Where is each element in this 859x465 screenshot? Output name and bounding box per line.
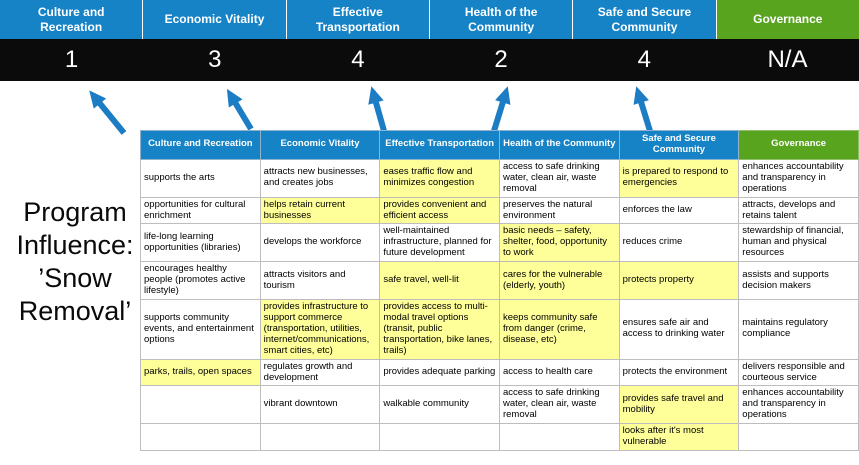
category-header: Economic Vitality xyxy=(143,0,287,39)
matrix-cell: parks, trails, open spaces xyxy=(140,358,261,387)
matrix-cell: enhances accountability and transparency… xyxy=(738,158,859,198)
matrix-cell: assists and supports decision makers xyxy=(738,261,859,300)
category-header: Culture and Recreation xyxy=(0,0,144,39)
slide-title-line: Program xyxy=(23,197,127,227)
matrix-cell: encourages healthy people (promotes acti… xyxy=(140,261,261,300)
slide-title-line: Removal’ xyxy=(18,296,132,326)
matrix-row: vibrant downtown walkable community access… xyxy=(140,385,859,425)
matrix-cell: develops the workforce xyxy=(259,223,381,263)
matrix-row: encourages healthy people (promotes acti… xyxy=(140,261,859,300)
matrix-cell: provides convenient and efficient access xyxy=(379,196,500,225)
slide-title-line: ’Snow xyxy=(38,263,112,293)
matrix-row: looks after it's most vulnerable xyxy=(140,423,859,452)
matrix-cell: supports community events, and entertain… xyxy=(140,298,261,360)
matrix-cell: regulates growth and development xyxy=(259,358,381,387)
score-row: 1 3 4 2 4 N/A xyxy=(0,39,859,81)
category-header: Governance xyxy=(716,0,859,39)
matrix-cell: well-maintained infrastructure, planned … xyxy=(379,223,500,263)
category-score: 3 xyxy=(208,46,222,73)
matrix-cell: keeps community safe from danger (crime,… xyxy=(498,298,620,360)
matrix-cell: ensures safe air and access to drinking … xyxy=(618,298,740,360)
matrix-row: opportunities for cultural enrichment hel… xyxy=(140,196,859,225)
category-header: Effective Transportation xyxy=(286,0,430,39)
influence-matrix: Culture and Recreation Economic Vitality E… xyxy=(140,130,859,452)
matrix-cell-empty xyxy=(379,423,500,452)
matrix-cell: delivers responsible and courteous servi… xyxy=(738,358,859,387)
category-header-row: Culture and Recreation Economic Vitality E… xyxy=(0,0,859,39)
matrix-cell: supports the arts xyxy=(140,158,261,198)
matrix-row: supports community events, and entertain… xyxy=(140,298,859,360)
matrix-cell: life-long learning opportunities (librar… xyxy=(140,223,261,263)
matrix-cell: basic needs – safety, shelter, food, opp… xyxy=(498,223,620,263)
matrix-cell: preserves the natural environment xyxy=(498,196,620,225)
matrix-cell: access to safe drinking water, clean air… xyxy=(498,385,620,425)
matrix-column-header: Economic Vitality xyxy=(259,130,381,160)
matrix-cell: provides adequate parking xyxy=(379,358,500,387)
matrix-row: parks, trails, open spaces regulates grow… xyxy=(140,358,859,387)
matrix-cell: opportunities for cultural enrichment xyxy=(140,196,261,225)
matrix-cell: access to safe drinking water, clean air… xyxy=(498,158,620,198)
matrix-column-header: Safe and Secure Community xyxy=(618,130,740,160)
category-score: 1 xyxy=(64,46,79,73)
matrix-cell: provides safe travel and mobility xyxy=(618,385,740,425)
matrix-cell-empty xyxy=(140,385,261,425)
matrix-cell: eases traffic flow and minimizes congest… xyxy=(379,158,500,198)
influence-arrow-4 xyxy=(491,86,511,132)
influence-arrow-1 xyxy=(89,90,127,135)
matrix-cell: walkable community xyxy=(379,385,500,425)
matrix-cell: enhances accountability and transparency… xyxy=(738,385,859,425)
influence-arrows xyxy=(89,86,653,135)
matrix-row: supports the arts attracts new businesses… xyxy=(140,158,859,198)
category-score: N/A xyxy=(767,46,808,73)
category-score: 4 xyxy=(637,46,651,73)
matrix-cell-empty xyxy=(498,423,620,452)
matrix-cell: stewardship of financial, human and phys… xyxy=(738,223,859,263)
slide-title: Program Influence: ’Snow Removal’ xyxy=(0,196,150,328)
matrix-cell: attracts, develops and retains talent xyxy=(738,196,859,225)
matrix-cell: cares for the vulnerable (elderly, youth… xyxy=(498,261,620,300)
matrix-column-header: Effective Transportation xyxy=(379,130,500,160)
matrix-cell-empty xyxy=(140,423,261,452)
influence-arrow-3 xyxy=(368,86,387,132)
influence-arrow-2 xyxy=(226,88,254,131)
matrix-cell: attracts new businesses, and creates job… xyxy=(259,158,381,198)
matrix-cell: protects property xyxy=(618,261,740,300)
matrix-body: supports the arts attracts new businesses… xyxy=(140,158,859,452)
category-score: 4 xyxy=(351,46,365,73)
matrix-cell: maintains regulatory compliance xyxy=(738,298,859,360)
matrix-cell: helps retain current businesses xyxy=(259,196,381,225)
matrix-cell-empty xyxy=(259,423,381,452)
influence-arrow-5 xyxy=(633,86,653,132)
category-score: 2 xyxy=(494,46,508,73)
matrix-cell: reduces crime xyxy=(618,223,740,263)
matrix-cell: vibrant downtown xyxy=(259,385,381,425)
matrix-header-row: Culture and Recreation Economic Vitality E… xyxy=(140,130,859,160)
category-header: Health of the Community xyxy=(429,0,574,39)
matrix-cell: attracts visitors and tourism xyxy=(259,261,381,300)
matrix-cell: safe travel, well-lit xyxy=(379,261,500,300)
matrix-cell: provides infrastructure to support comme… xyxy=(259,298,381,360)
matrix-column-header: Governance xyxy=(738,130,859,160)
matrix-cell: is prepared to respond to emergencies xyxy=(618,158,740,198)
matrix-cell: access to health care xyxy=(498,358,620,387)
matrix-column-header: Culture and Recreation xyxy=(140,130,261,160)
slide-title-line: Influence: xyxy=(16,230,134,260)
matrix-cell: protects the environment xyxy=(618,358,740,387)
matrix-cell: provides access to multi-modal travel op… xyxy=(379,298,500,360)
matrix-row: life-long learning opportunities (librar… xyxy=(140,223,859,263)
matrix-cell-empty xyxy=(738,423,859,452)
matrix-cell: enforces the law xyxy=(618,196,740,225)
category-header: Safe and Secure Community xyxy=(573,0,717,39)
matrix-cell: looks after it's most vulnerable xyxy=(618,423,740,452)
matrix-column-header: Health of the Community xyxy=(498,130,620,160)
